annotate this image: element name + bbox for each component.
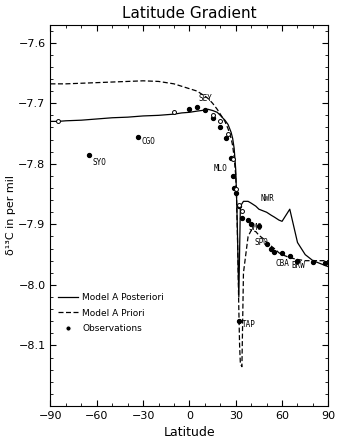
Point: [323, 259, 328, 267]
Point: [272, 249, 277, 256]
Point: [232, 184, 237, 191]
Title: Latitude Gradient: Latitude Gradient: [122, 5, 257, 20]
Point: [225, 130, 231, 137]
Point: [230, 172, 235, 179]
Point: [210, 112, 215, 119]
Point: [210, 115, 215, 122]
Legend: Model A Posteriori, Model A Priori, Observations: Model A Posteriori, Model A Priori, Obse…: [58, 293, 164, 333]
Text: SPO: SPO: [254, 238, 268, 247]
Point: [264, 240, 269, 247]
Point: [233, 189, 238, 196]
X-axis label: Latitude: Latitude: [164, 426, 215, 440]
Point: [310, 259, 316, 266]
Point: [268, 245, 274, 252]
Point: [187, 106, 192, 113]
Point: [202, 107, 208, 114]
Text: NWR: NWR: [261, 194, 274, 203]
Text: CGO: CGO: [142, 138, 155, 146]
Point: [256, 222, 262, 229]
Point: [236, 202, 241, 210]
Text: SEY: SEY: [199, 94, 212, 104]
Point: [56, 118, 61, 125]
Point: [236, 202, 241, 209]
Point: [218, 118, 223, 125]
Point: [246, 217, 251, 224]
Point: [279, 250, 285, 257]
Text: BRW: BRW: [291, 261, 305, 270]
Point: [194, 103, 200, 110]
Point: [228, 154, 234, 161]
Text: TAP: TAP: [242, 320, 256, 329]
Point: [236, 318, 241, 325]
Point: [295, 257, 300, 264]
Point: [224, 135, 229, 142]
Text: SYO: SYO: [92, 158, 106, 167]
Point: [249, 221, 254, 228]
Point: [239, 215, 244, 222]
Text: SMO: SMO: [248, 223, 262, 232]
Text: MLO: MLO: [214, 164, 228, 173]
Point: [218, 124, 223, 131]
Point: [171, 109, 177, 116]
Point: [136, 133, 141, 140]
Text: CBA: CBA: [276, 259, 290, 268]
Point: [233, 186, 238, 193]
Point: [86, 151, 92, 158]
Y-axis label: δ¹³C in per mil: δ¹³C in per mil: [5, 175, 16, 255]
Point: [239, 207, 244, 214]
Point: [287, 252, 293, 259]
Point: [230, 155, 235, 162]
